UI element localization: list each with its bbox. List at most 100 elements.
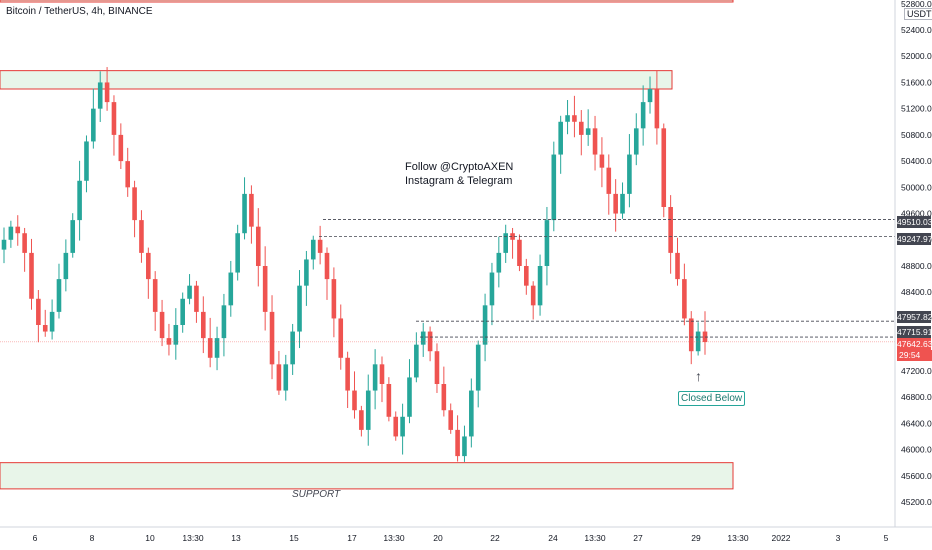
symbol-title: Bitcoin / TetherUS, 4h, BINANCE xyxy=(4,6,155,17)
price-label-low2: 47715.91 xyxy=(897,326,932,338)
candle-body xyxy=(63,252,69,280)
x-tick-label: 13:30 xyxy=(727,533,749,543)
x-tick-label: 22 xyxy=(490,533,500,543)
y-tick-label: 45600.00 xyxy=(901,471,932,481)
candle-body xyxy=(317,239,323,253)
x-tick-label: 20 xyxy=(433,533,443,543)
candle-body xyxy=(146,252,151,280)
candle-body xyxy=(111,102,117,135)
y-tick-label: 46000.00 xyxy=(901,445,932,455)
candle-body xyxy=(214,338,220,358)
candle-body xyxy=(661,128,667,207)
candle-body xyxy=(441,384,447,411)
zone-1 xyxy=(0,70,673,90)
candle-body xyxy=(49,311,55,332)
x-tick-label: 15 xyxy=(289,533,299,543)
price-axis xyxy=(895,0,932,550)
candle-body xyxy=(338,318,344,358)
candle-body xyxy=(29,252,34,299)
y-tick-label: 45200.00 xyxy=(901,497,932,507)
candle-body xyxy=(15,226,21,234)
candle-body xyxy=(8,226,14,240)
candle-body xyxy=(469,390,474,437)
candle-body xyxy=(613,193,618,214)
candle-body xyxy=(255,226,261,266)
candle-body xyxy=(585,128,591,135)
y-tick-label: 51600.00 xyxy=(901,77,932,87)
candle-body xyxy=(517,239,522,266)
candle-body xyxy=(434,351,440,384)
x-tick-label: 17 xyxy=(347,533,357,543)
follow-line-1: Follow @CryptoAXEN xyxy=(405,161,514,173)
candle-body xyxy=(56,279,62,312)
countdown-label: 29:54 xyxy=(897,350,932,361)
zone-0 xyxy=(0,0,734,3)
y-tick-label: 47200.00 xyxy=(901,366,932,376)
candle-body xyxy=(558,121,563,155)
candle-body xyxy=(530,285,536,306)
candle-body xyxy=(599,154,605,168)
candle-body xyxy=(310,239,316,260)
candle-body xyxy=(352,390,357,411)
candle-body xyxy=(139,220,144,253)
x-tick-label: 13:30 xyxy=(182,533,204,543)
candle-body xyxy=(372,364,378,391)
candle-body xyxy=(654,89,660,129)
candle-body xyxy=(304,259,309,286)
candle-body xyxy=(125,161,131,188)
candle-body xyxy=(393,416,399,437)
candle-body xyxy=(668,207,673,253)
candle-body xyxy=(262,266,268,312)
candle-body xyxy=(132,187,137,221)
price-label-low1: 47957.82 xyxy=(897,311,932,323)
candle-body xyxy=(235,233,240,273)
candle-body xyxy=(640,102,646,129)
candle-body xyxy=(537,266,543,306)
candle-body xyxy=(572,115,577,122)
zone-2 xyxy=(0,462,734,490)
closed-below-label: Closed Below xyxy=(678,391,746,406)
price-label-top: 49510.03 xyxy=(897,216,932,228)
candle-body xyxy=(359,410,364,430)
candle-body xyxy=(118,134,124,162)
candle-body xyxy=(544,220,550,266)
candle-body xyxy=(228,272,234,306)
candle-body xyxy=(221,305,227,339)
support-label: SUPPORT xyxy=(292,489,341,500)
candle-body xyxy=(36,298,41,325)
y-tick-label: 50400.00 xyxy=(901,156,932,166)
candle-body xyxy=(283,364,289,391)
candle-body xyxy=(455,429,460,457)
x-tick-label: 8 xyxy=(90,533,95,543)
follow-line-2: Instagram & Telegram xyxy=(405,175,513,187)
candle-body xyxy=(207,338,213,358)
candle-body xyxy=(269,311,275,365)
y-tick-label: 50000.00 xyxy=(901,182,932,192)
x-tick-label: 13 xyxy=(231,533,241,543)
candle-body xyxy=(482,305,488,345)
currency-button[interactable]: USDT xyxy=(904,8,932,20)
candle-body xyxy=(365,390,371,430)
candle-body xyxy=(578,121,584,135)
candle-body xyxy=(166,338,172,345)
y-tick-label: 48800.00 xyxy=(901,261,932,271)
candle-body xyxy=(633,128,639,155)
x-tick-label: 5 xyxy=(884,533,889,543)
candle-body xyxy=(627,154,632,194)
candle-body xyxy=(414,344,419,378)
y-tick-label: 52000.00 xyxy=(901,51,932,61)
candle-body xyxy=(324,252,330,280)
candle-body xyxy=(475,344,481,391)
candle-body xyxy=(97,82,103,109)
candle-body xyxy=(104,82,110,103)
x-tick-label: 10 xyxy=(145,533,155,543)
candle-body xyxy=(242,193,247,234)
candle-body xyxy=(276,364,282,391)
candle-body xyxy=(489,272,495,306)
x-tick-label: 6 xyxy=(33,533,38,543)
up-arrow-icon: ↑ xyxy=(695,368,702,384)
candle-body xyxy=(290,331,295,365)
y-tick-label: 52400.00 xyxy=(901,25,932,35)
x-tick-label: 29 xyxy=(691,533,701,543)
